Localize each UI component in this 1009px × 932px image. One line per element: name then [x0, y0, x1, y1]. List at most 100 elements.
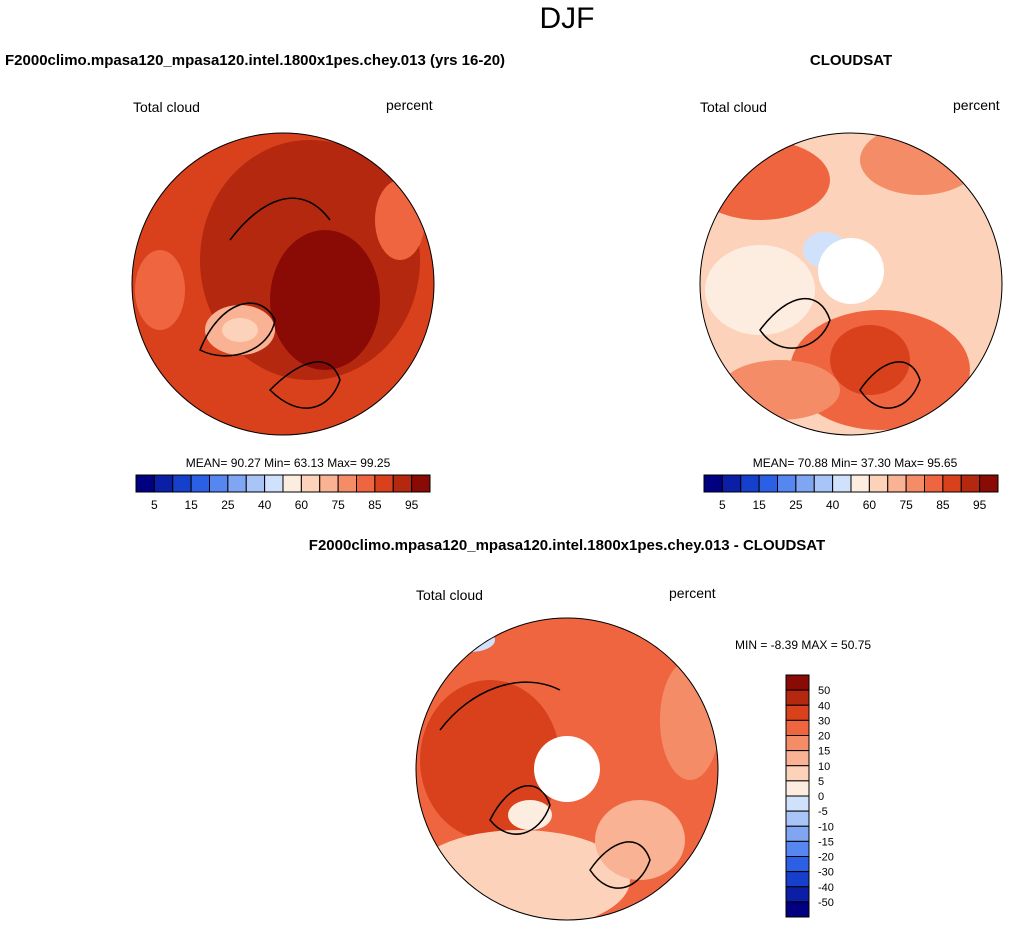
- colorbar-label: -40: [818, 882, 834, 894]
- colorbar-label: 95: [405, 498, 419, 512]
- colorbar-box: [740, 474, 760, 493]
- colorbar-box: [227, 474, 247, 493]
- colorbar-box: [887, 474, 907, 493]
- colorbar-box: [785, 795, 810, 812]
- stat-value: 70.88: [798, 456, 831, 470]
- colorbar-box: [703, 474, 723, 493]
- colorbar-box: [785, 901, 810, 918]
- colorbar-label: 75: [899, 498, 913, 512]
- colorbar-label: -30: [818, 867, 834, 879]
- colorbar-label: 5: [818, 776, 824, 788]
- colorbar-box: [924, 474, 944, 493]
- colorbar-label: 40: [826, 498, 840, 512]
- units-label: percent: [953, 97, 1000, 113]
- colorbar-box: [411, 474, 431, 493]
- missing-data: [818, 238, 884, 304]
- colorbar-box: [153, 474, 174, 493]
- colorbar-box: [795, 474, 815, 493]
- stat-value: 50.75: [841, 638, 871, 652]
- colorbar-box: [785, 719, 810, 736]
- colorbar-box: [785, 856, 810, 873]
- stat-value: -8.39: [771, 638, 802, 652]
- colorbar-box: [374, 474, 394, 493]
- variable-label: Total cloud: [700, 99, 767, 115]
- colorbar-box: [282, 474, 302, 493]
- colorbar-box: [785, 780, 810, 797]
- colorbar-box: [777, 474, 797, 493]
- colorbar-box: [209, 474, 229, 493]
- colorbar-label: 40: [818, 700, 830, 712]
- colorbar-label: 85: [368, 498, 382, 512]
- colorbar-label: 5: [151, 498, 158, 512]
- colorbar-label: 15: [184, 498, 198, 512]
- map-border: [131, 132, 435, 436]
- stat-value: 37.30: [861, 456, 894, 470]
- colorbar-label: -10: [818, 821, 834, 833]
- colorbar-box: [264, 474, 284, 493]
- colorbar-box: [785, 840, 810, 857]
- figure-title: DJF: [540, 2, 595, 35]
- panel-title: F2000climo.mpasa120_mpasa120.intel.1800x…: [309, 537, 825, 554]
- colorbar-box: [785, 810, 810, 827]
- colorbar-box: [785, 735, 810, 752]
- colorbar-box: [832, 474, 852, 493]
- colorbar-label: 85: [936, 498, 950, 512]
- colorbar-box: [785, 704, 810, 721]
- colorbar-box: [172, 474, 192, 493]
- colorbar-box: [785, 689, 810, 706]
- colorbar-box: [300, 474, 321, 493]
- colorbar-label: 60: [863, 498, 877, 512]
- colorbar-box: [245, 474, 266, 493]
- colorbar-box: [905, 474, 925, 493]
- colorbar-box: [813, 474, 834, 493]
- colorbar-box: [135, 474, 155, 493]
- colorbar-label: 10: [818, 761, 830, 773]
- stat-label: MEAN=: [186, 456, 231, 470]
- stats: MEAN= 70.88 Min= 37.30 Max= 95.65: [753, 456, 958, 470]
- stat-label: Min=: [264, 456, 294, 470]
- colorbar-box: [785, 674, 810, 691]
- colorbar-label: 40: [258, 498, 272, 512]
- colorbar-box: [785, 750, 810, 767]
- colorbar-label: 0: [818, 791, 824, 803]
- colorbar-box: [785, 765, 810, 782]
- map-border: [699, 132, 1003, 436]
- colorbar-box: [721, 474, 742, 493]
- colorbar-label: 50: [818, 685, 830, 697]
- colorbar-label: -50: [818, 897, 834, 909]
- colorbar-box: [785, 886, 810, 903]
- colorbar-label: 60: [295, 498, 309, 512]
- colorbar-box: [319, 474, 339, 493]
- colorbar-box: [356, 474, 376, 493]
- colorbar-label: 20: [818, 731, 830, 743]
- colorbar-label: -5: [818, 806, 828, 818]
- colorbar-box: [960, 474, 981, 493]
- colorbar-label: 5: [719, 498, 726, 512]
- colorbar-box: [758, 474, 778, 493]
- stat-label: Max=: [327, 456, 360, 470]
- colorbar-label: -20: [818, 852, 834, 864]
- colorbar-box: [850, 474, 870, 493]
- colorbar-box: [785, 825, 810, 842]
- stat-label: MIN =: [735, 638, 771, 652]
- stat-value: 99.25: [360, 456, 390, 470]
- map-border: [415, 617, 719, 921]
- colorbar-label: -15: [818, 836, 834, 848]
- colorbar-label: 15: [818, 746, 830, 758]
- variable-label: Total cloud: [416, 587, 483, 603]
- colorbar-label: 15: [752, 498, 766, 512]
- stat-label: MAX =: [801, 638, 841, 652]
- stat-label: Min=: [831, 456, 861, 470]
- colorbar-box: [392, 474, 413, 493]
- stat-value: 63.13: [294, 456, 327, 470]
- stat-value: 90.27: [231, 456, 264, 470]
- stats: MEAN= 90.27 Min= 63.13 Max= 99.25: [186, 456, 391, 470]
- colorbar-box: [785, 871, 810, 888]
- colorbar-box: [942, 474, 962, 493]
- colorbar-label: 75: [331, 498, 345, 512]
- units-label: percent: [669, 585, 716, 601]
- map: [132, 133, 434, 435]
- colorbar-label: 95: [973, 498, 987, 512]
- colorbar-box: [190, 474, 210, 493]
- panel-title: CLOUDSAT: [810, 52, 892, 69]
